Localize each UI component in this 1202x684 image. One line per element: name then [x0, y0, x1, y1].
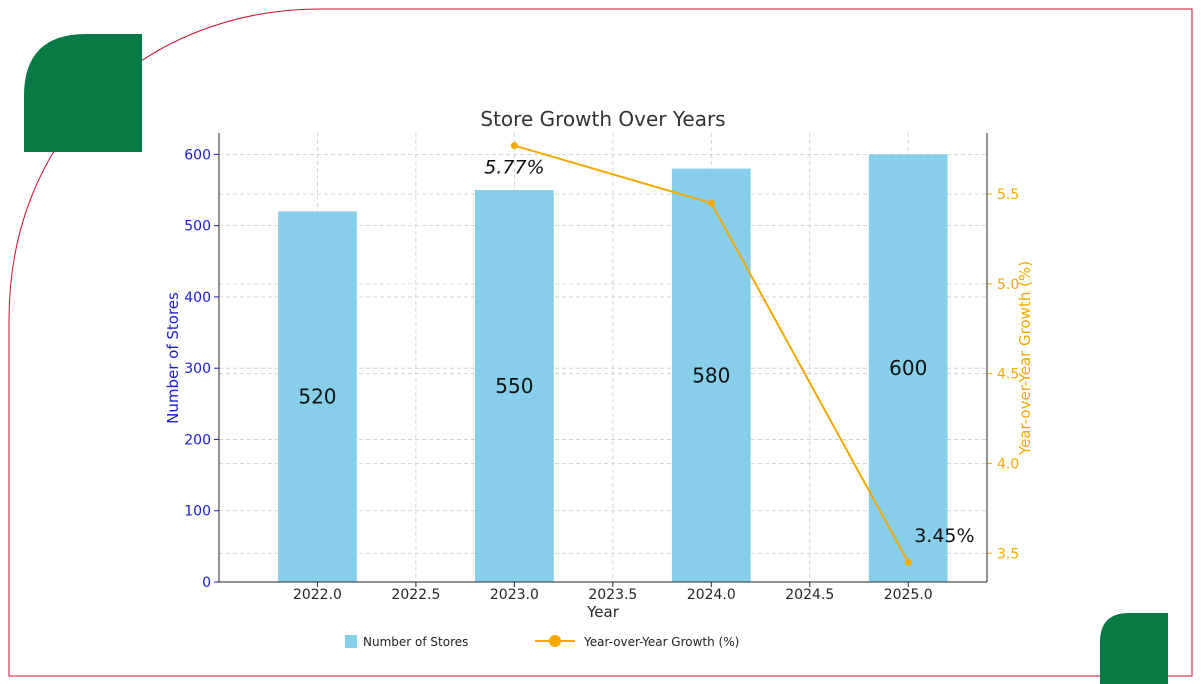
bar-value-label: 580 — [692, 363, 730, 387]
growth-point — [510, 142, 518, 150]
bar-value-label: 600 — [889, 356, 927, 380]
growth-point-label: 5.77% — [484, 157, 544, 179]
x-tick-label: 2025.0 — [884, 587, 933, 603]
y-tick-label: 500 — [184, 219, 211, 235]
y2-tick-label: 5.5 — [997, 187, 1019, 203]
legend-label-growth: Year-over-Year Growth (%) — [583, 635, 739, 649]
bar-2025 — [868, 154, 948, 582]
x-axis-label: Year — [586, 603, 620, 621]
x-tick-label: 2024.0 — [687, 587, 736, 603]
y-axis-label: Number of Stores — [164, 292, 182, 424]
legend-swatch-growth-marker — [549, 635, 561, 647]
growth-point — [707, 199, 715, 207]
bar-2022 — [278, 211, 357, 582]
x-tick-label: 2022.5 — [391, 587, 440, 603]
y2-tick-label: 5.0 — [997, 277, 1019, 293]
bars: 520 550 580 600 — [278, 154, 948, 582]
y2-axis-label: Year-over-Year Growth (%) — [1016, 261, 1034, 456]
y2-tick-label: 3.5 — [997, 546, 1019, 562]
growth-point — [904, 558, 912, 566]
legend: Number of Stores Year-over-Year Growth (… — [345, 635, 739, 649]
green-corner-shape-top-left — [24, 34, 142, 152]
legend-swatch-stores — [345, 635, 357, 648]
y-tick-label: 100 — [184, 504, 211, 520]
x-tick-label: 2022.0 — [293, 587, 342, 603]
y2-tick-label: 4.0 — [997, 456, 1019, 472]
legend-label-stores: Number of Stores — [363, 635, 468, 649]
y-tick-label: 400 — [184, 290, 211, 306]
x-tick-label: 2024.5 — [785, 587, 834, 603]
bar-2024 — [671, 168, 751, 582]
y2-tick-label: 4.5 — [997, 367, 1019, 383]
bar-value-label: 550 — [495, 374, 533, 398]
growth-point-label: 3.45% — [914, 525, 974, 547]
green-corner-shape-bottom-right — [1100, 613, 1168, 684]
x-tick-label: 2023.5 — [588, 587, 637, 603]
axes: 2022.0 2022.5 2023.0 2023.5 2024.0 2024.5 2025… — [184, 133, 1019, 603]
bar-2023 — [475, 190, 554, 582]
y-tick-label: 0 — [202, 575, 211, 591]
growth-line-layer: 5.77% 3.45% — [484, 142, 975, 566]
chart-title: Store Growth Over Years — [480, 107, 725, 131]
y-tick-label: 600 — [184, 147, 211, 163]
bar-value-label: 520 — [298, 385, 336, 409]
x-tick-label: 2023.0 — [490, 587, 539, 603]
y-tick-label: 200 — [184, 432, 211, 448]
y-tick-label: 300 — [184, 361, 211, 377]
